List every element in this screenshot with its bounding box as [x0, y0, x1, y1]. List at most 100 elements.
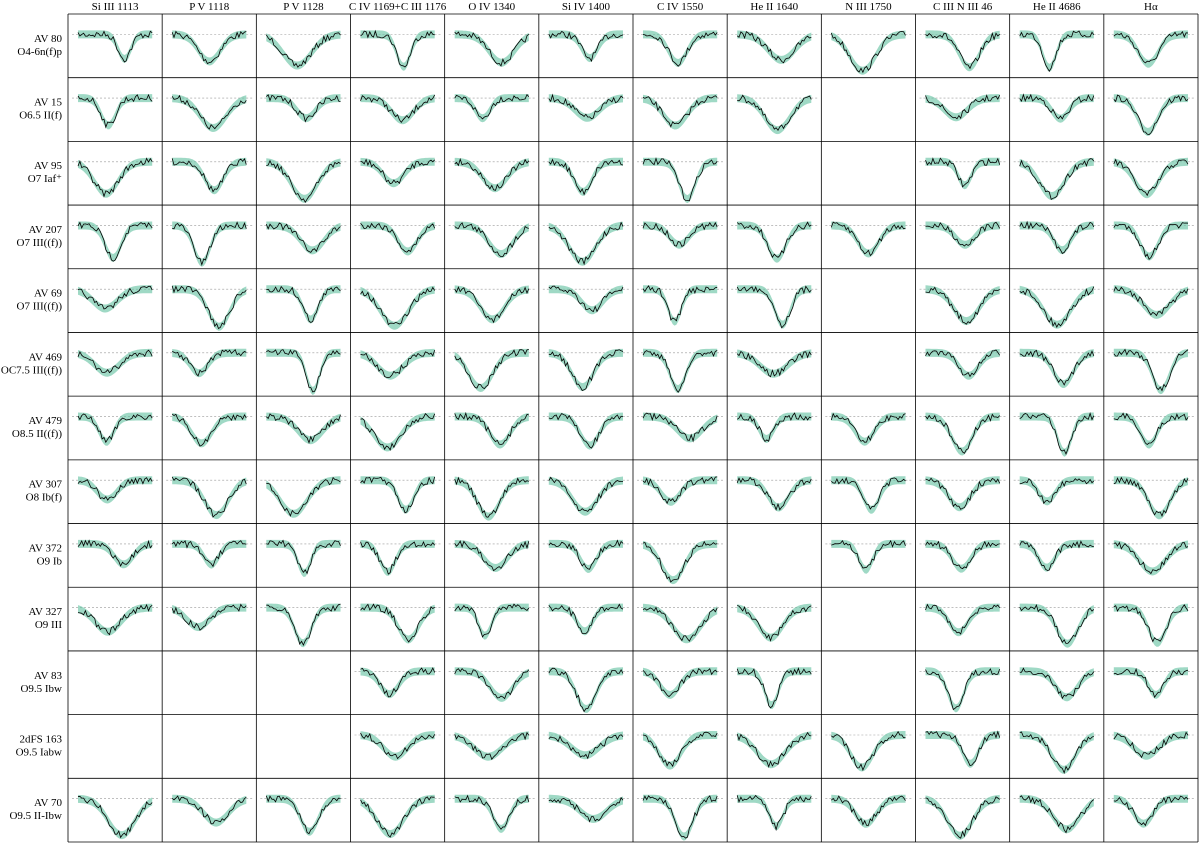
- model-band: [1113, 221, 1188, 261]
- model-band: [548, 667, 623, 713]
- observed-spectrum: [642, 350, 718, 393]
- observed-spectrum: [266, 94, 341, 123]
- profile-panel: [260, 94, 347, 123]
- observed-spectrum: [1113, 158, 1189, 197]
- profile-panel: [542, 93, 629, 122]
- observed-spectrum: [265, 795, 341, 835]
- profile-panel: [919, 285, 1006, 326]
- model-band: [172, 539, 247, 569]
- profile-panel: [166, 157, 253, 195]
- observed-spectrum: [77, 285, 153, 310]
- profile-panel: [1013, 93, 1100, 123]
- profile-panel: [260, 794, 347, 836]
- observed-spectrum: [736, 285, 812, 329]
- profile-panel: [731, 94, 818, 135]
- model-band: [737, 794, 812, 831]
- observed-spectrum: [360, 94, 436, 123]
- observed-spectrum: [171, 94, 247, 130]
- profile-panel: [354, 157, 441, 188]
- star-name: AV 327: [28, 606, 62, 618]
- model-band: [78, 476, 153, 504]
- profile-panel: [731, 667, 818, 709]
- observed-spectrum: [831, 476, 906, 510]
- model-band: [266, 476, 341, 518]
- observed-spectrum: [925, 796, 1000, 839]
- model-band: [1113, 348, 1188, 395]
- observed-spectrum: [642, 795, 718, 839]
- profile-panel: [72, 285, 159, 313]
- star-name: AV 372: [28, 542, 62, 554]
- profile-panel: [1107, 603, 1194, 647]
- observed-spectrum: [642, 157, 718, 202]
- model-band: [266, 603, 341, 648]
- observed-spectrum: [171, 795, 247, 825]
- model-band: [925, 667, 1000, 713]
- profile-panel: [448, 411, 535, 449]
- observed-spectrum: [642, 476, 718, 505]
- profile-panel: [260, 476, 347, 518]
- model-band: [172, 348, 247, 378]
- profile-panel: [1013, 476, 1100, 506]
- observed-spectrum: [1113, 604, 1189, 643]
- observed-spectrum: [548, 412, 624, 449]
- profile-panel: [637, 348, 724, 394]
- spectral-type: O4-6n(f)p: [17, 46, 62, 58]
- profile-panel: [1013, 348, 1100, 388]
- profile-panel: [1107, 731, 1194, 760]
- model-band: [266, 794, 341, 836]
- observed-spectrum: [1019, 30, 1095, 72]
- model-band: [266, 158, 341, 203]
- column-header: Si IV 1400: [562, 1, 611, 13]
- observed-spectrum: [830, 221, 906, 257]
- profile-panel: [448, 794, 535, 833]
- spectral-type: O9.5 Ibw: [20, 683, 62, 695]
- model-band: [1113, 157, 1188, 199]
- profile-panel: [1107, 476, 1194, 520]
- profile-panel: [1013, 794, 1100, 834]
- profile-panel: [1013, 220, 1100, 255]
- star-name: AV 469: [28, 351, 62, 363]
- model-band: [78, 603, 153, 636]
- profile-panel: [72, 221, 159, 262]
- model-band: [454, 667, 529, 702]
- model-band: [1019, 412, 1094, 457]
- observed-spectrum: [171, 30, 247, 65]
- star-name: AV 83: [34, 670, 63, 682]
- model-band: [925, 157, 1000, 190]
- model-band: [1113, 731, 1188, 760]
- profile-panel: [1107, 412, 1194, 449]
- observed-spectrum: [1113, 222, 1189, 261]
- observed-spectrum: [171, 540, 247, 568]
- model-band: [548, 731, 623, 760]
- observed-spectrum: [1113, 94, 1189, 136]
- observed-spectrum: [548, 30, 624, 63]
- observed-spectrum: [1113, 795, 1189, 827]
- observed-spectrum: [1019, 286, 1095, 329]
- profile-panel: [166, 285, 253, 331]
- profile-panel: [72, 30, 159, 63]
- observed-spectrum: [454, 667, 530, 700]
- model-band: [172, 476, 247, 520]
- observed-spectrum: [360, 413, 436, 451]
- observed-spectrum: [172, 348, 247, 377]
- model-band: [643, 412, 718, 443]
- profile-panel: [448, 603, 535, 640]
- profile-panel: [1013, 603, 1100, 648]
- profile-panel: [637, 603, 724, 644]
- observed-spectrum: [265, 32, 341, 68]
- model-band: [548, 794, 623, 823]
- model-band: [78, 794, 153, 840]
- model-band: [831, 731, 906, 772]
- observed-spectrum: [360, 540, 436, 575]
- observed-spectrum: [171, 476, 247, 518]
- profile-panel: [731, 30, 818, 64]
- profile-panel: [354, 476, 441, 514]
- profile-panel: [542, 667, 629, 713]
- profile-panel: [919, 157, 1006, 190]
- observed-spectrum: [266, 603, 341, 646]
- profile-panel: [919, 348, 1006, 380]
- model-band: [925, 285, 1000, 326]
- profile-panel: [448, 476, 535, 521]
- profile-panel: [542, 348, 629, 392]
- observed-spectrum: [925, 730, 1001, 766]
